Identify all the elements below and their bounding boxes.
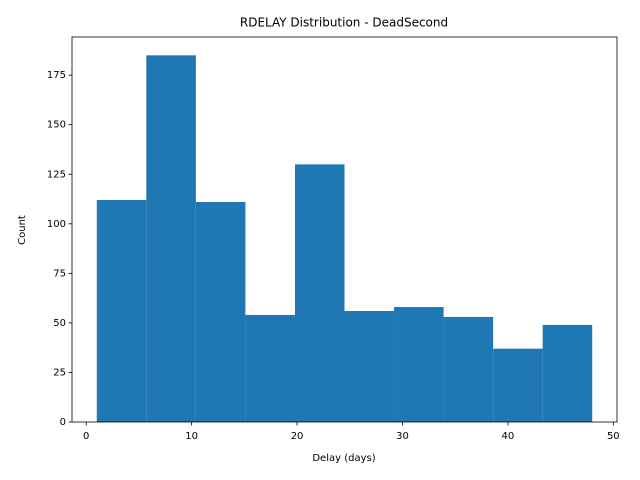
y-tick-label: 0 (60, 417, 66, 428)
bar (245, 314, 295, 422)
bar (195, 202, 246, 422)
chart-title: RDELAY Distribution - DeadSecond (240, 16, 448, 30)
y-tick-label: 50 (53, 318, 66, 329)
x-tick-label: 20 (291, 431, 304, 442)
x-tick-label: 10 (185, 431, 198, 442)
y-tick-label: 175 (47, 70, 66, 81)
y-tick-label: 25 (53, 367, 66, 378)
y-tick-label: 75 (53, 268, 66, 279)
x-tick-label: 40 (502, 431, 515, 442)
plot-frame (71, 36, 618, 423)
x-axis-label: Delay (days) (312, 453, 375, 464)
bar (493, 348, 543, 422)
bar (542, 324, 593, 422)
bar (394, 307, 444, 422)
bar (96, 200, 147, 422)
x-tick-label: 50 (607, 431, 620, 442)
x-tick-label: 0 (83, 431, 89, 442)
y-tick-label: 100 (47, 219, 66, 230)
bar (146, 55, 196, 422)
bar (344, 311, 395, 422)
y-tick-label: 150 (47, 120, 66, 131)
x-tick-label: 30 (396, 431, 409, 442)
y-axis-label: Count (17, 215, 28, 245)
bar (443, 316, 494, 422)
y-tick-label: 125 (47, 169, 66, 180)
bar (294, 164, 345, 422)
